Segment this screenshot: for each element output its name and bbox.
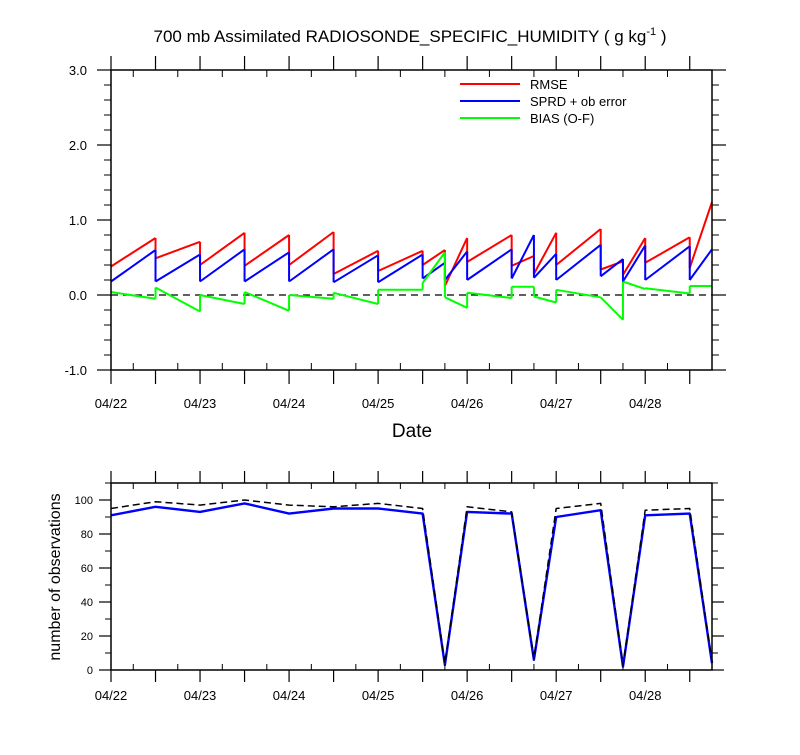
series-sprd-ob-error-segment-10 [510, 234, 535, 279]
bottom-x-tick-label: 04/28 [629, 688, 662, 703]
bottom-x-tick-label: 04/23 [184, 688, 217, 703]
series-sprd-ob-error-segment-6 [377, 253, 424, 284]
top-y-tick-label: 1.0 [69, 213, 87, 228]
series-bias-segment-11 [533, 295, 557, 304]
top-panel-border [110, 69, 713, 371]
series-rmse-segment-11 [533, 232, 558, 275]
bottom-x-tick-label: 04/25 [362, 688, 395, 703]
series-rmse-segment-6 [377, 249, 424, 272]
series-rmse-segment-3 [244, 234, 290, 267]
bottom-panel-border [110, 482, 713, 671]
chart-title-units: ( g kg [604, 27, 647, 46]
series-sprd-ob-error-segment-12 [555, 244, 602, 281]
series-bias-segment-0 [110, 291, 156, 300]
series-sprd-ob-error-segment-3 [244, 251, 290, 283]
top-x-tick-label: 04/24 [273, 396, 306, 411]
series-sprd-ob-error-segment-9 [466, 248, 513, 281]
series-bias-segment-14 [622, 280, 646, 290]
series-bias-segment-15 [645, 287, 690, 295]
series-bias-segment-12 [556, 288, 601, 299]
x-axis-label: Date [392, 421, 432, 442]
series-rmse-segment-15 [644, 236, 691, 264]
series-bias-segment-8 [444, 296, 468, 309]
series-sprd-ob-error-segment-7 [422, 261, 446, 280]
top-x-tick-label: 04/27 [540, 396, 573, 411]
series-rmse-segment-7 [422, 249, 446, 266]
series-sprd-ob-error-segment-14 [622, 244, 647, 283]
chart-title-units-close: ) [656, 27, 666, 46]
top-panel-axes: -1.0 0.0 1.0 2.0 3.0 04/22 04/23 04/24 04/25 04/2… [65, 56, 726, 411]
bottom-y-tick-label: 100 [75, 495, 93, 507]
top-x-tick-label: 04/25 [362, 396, 395, 411]
series-rmse-segment-5 [333, 249, 379, 275]
chart-title-text: 700 mb Assimilated RADIOSONDE_SPECIFIC_H… [153, 27, 599, 46]
top-y-tick-label: 0.0 [69, 288, 87, 303]
legend-label-0: RMSE [530, 77, 568, 92]
bottom-y-tick-label: 60 [81, 563, 93, 575]
bottom-x-tick-label: 04/24 [273, 688, 306, 703]
top-x-tick-label: 04/22 [95, 396, 128, 411]
y-axis-label-bottom: number of observations [47, 493, 64, 660]
series-sprd-ob-error-segment-13 [600, 258, 624, 278]
series-rmse-segment-4 [288, 231, 335, 266]
series-bias-segment-4 [289, 294, 334, 300]
series-rmse-segment-10 [511, 255, 535, 267]
series-rmse-segment-12 [555, 228, 602, 266]
series-bias-segment-1 [155, 286, 201, 313]
series-rmse-segment-0 [110, 237, 157, 268]
series-bias-segment-13 [599, 296, 624, 321]
series-sprd-ob-error-segment-16 [688, 248, 713, 281]
series-sprd-ob-error-segment-15 [644, 245, 691, 281]
top-panel-frame [110, 69, 713, 371]
series-sprd-ob-error-segment-1 [154, 253, 201, 283]
series-sprd-ob-error-segment-0 [110, 249, 157, 283]
obs-used-line [110, 502, 714, 668]
series-bias-segment-5 [333, 291, 379, 305]
bottom-x-tick-label: 04/27 [540, 688, 573, 703]
top-y-tick-label: 3.0 [69, 63, 87, 78]
series-bias-segment-9 [466, 291, 512, 299]
top-x-tick-label: 04/28 [629, 396, 662, 411]
series-rmse-segment-1 [155, 240, 201, 260]
legend-label-1: SPRD + ob error [530, 94, 627, 109]
series-rmse-segment-14 [622, 237, 647, 276]
series-rmse-segment-9 [466, 234, 513, 263]
bottom-panel-axes: 0 20 40 60 80 100 04/22 04/23 04/24 04/25 04/26 04/… [75, 471, 724, 703]
top-x-tick-label: 04/23 [184, 396, 217, 411]
chart-title-units-exponent: -1 [646, 26, 656, 38]
bottom-x-tick-label: 04/22 [95, 688, 128, 703]
series-bias-segment-3 [244, 291, 290, 312]
series-sprd-ob-error-segment-4 [288, 248, 335, 283]
series-rmse-segment-8 [443, 237, 469, 287]
series-bias-segment-2 [199, 294, 245, 305]
bottom-y-tick-label: 40 [81, 597, 93, 609]
series-sprd-ob-error-segment-11 [533, 253, 557, 279]
series-sprd-ob-error-segment-2 [199, 248, 246, 283]
bottom-y-tick-label: 80 [81, 529, 93, 541]
obs-possible-line [110, 499, 713, 666]
bottom-panel-frame [110, 482, 713, 671]
series-bias-segment-7 [421, 251, 446, 284]
top-y-tick-label: 2.0 [69, 138, 87, 153]
series-rmse-segment-16 [688, 201, 713, 269]
legend: RMSE SPRD + ob error BIAS (O-F) [460, 77, 627, 126]
bottom-panel-lines [110, 499, 714, 668]
bottom-y-tick-label: 20 [81, 631, 93, 643]
chart-title: 700 mb Assimilated RADIOSONDE_SPECIFIC_H… [153, 26, 666, 46]
top-x-tick-label: 04/26 [451, 396, 484, 411]
top-y-tick-label: -1.0 [65, 363, 87, 378]
bottom-y-tick-label: 0 [87, 665, 93, 677]
series-rmse-segment-2 [199, 231, 246, 266]
series-sprd-ob-error-segment-5 [333, 254, 379, 284]
series-sprd-ob-error-segment-8 [444, 250, 468, 281]
legend-label-2: BIAS (O-F) [530, 111, 594, 126]
top-panel-lines [110, 201, 713, 321]
bottom-x-tick-label: 04/26 [451, 688, 484, 703]
